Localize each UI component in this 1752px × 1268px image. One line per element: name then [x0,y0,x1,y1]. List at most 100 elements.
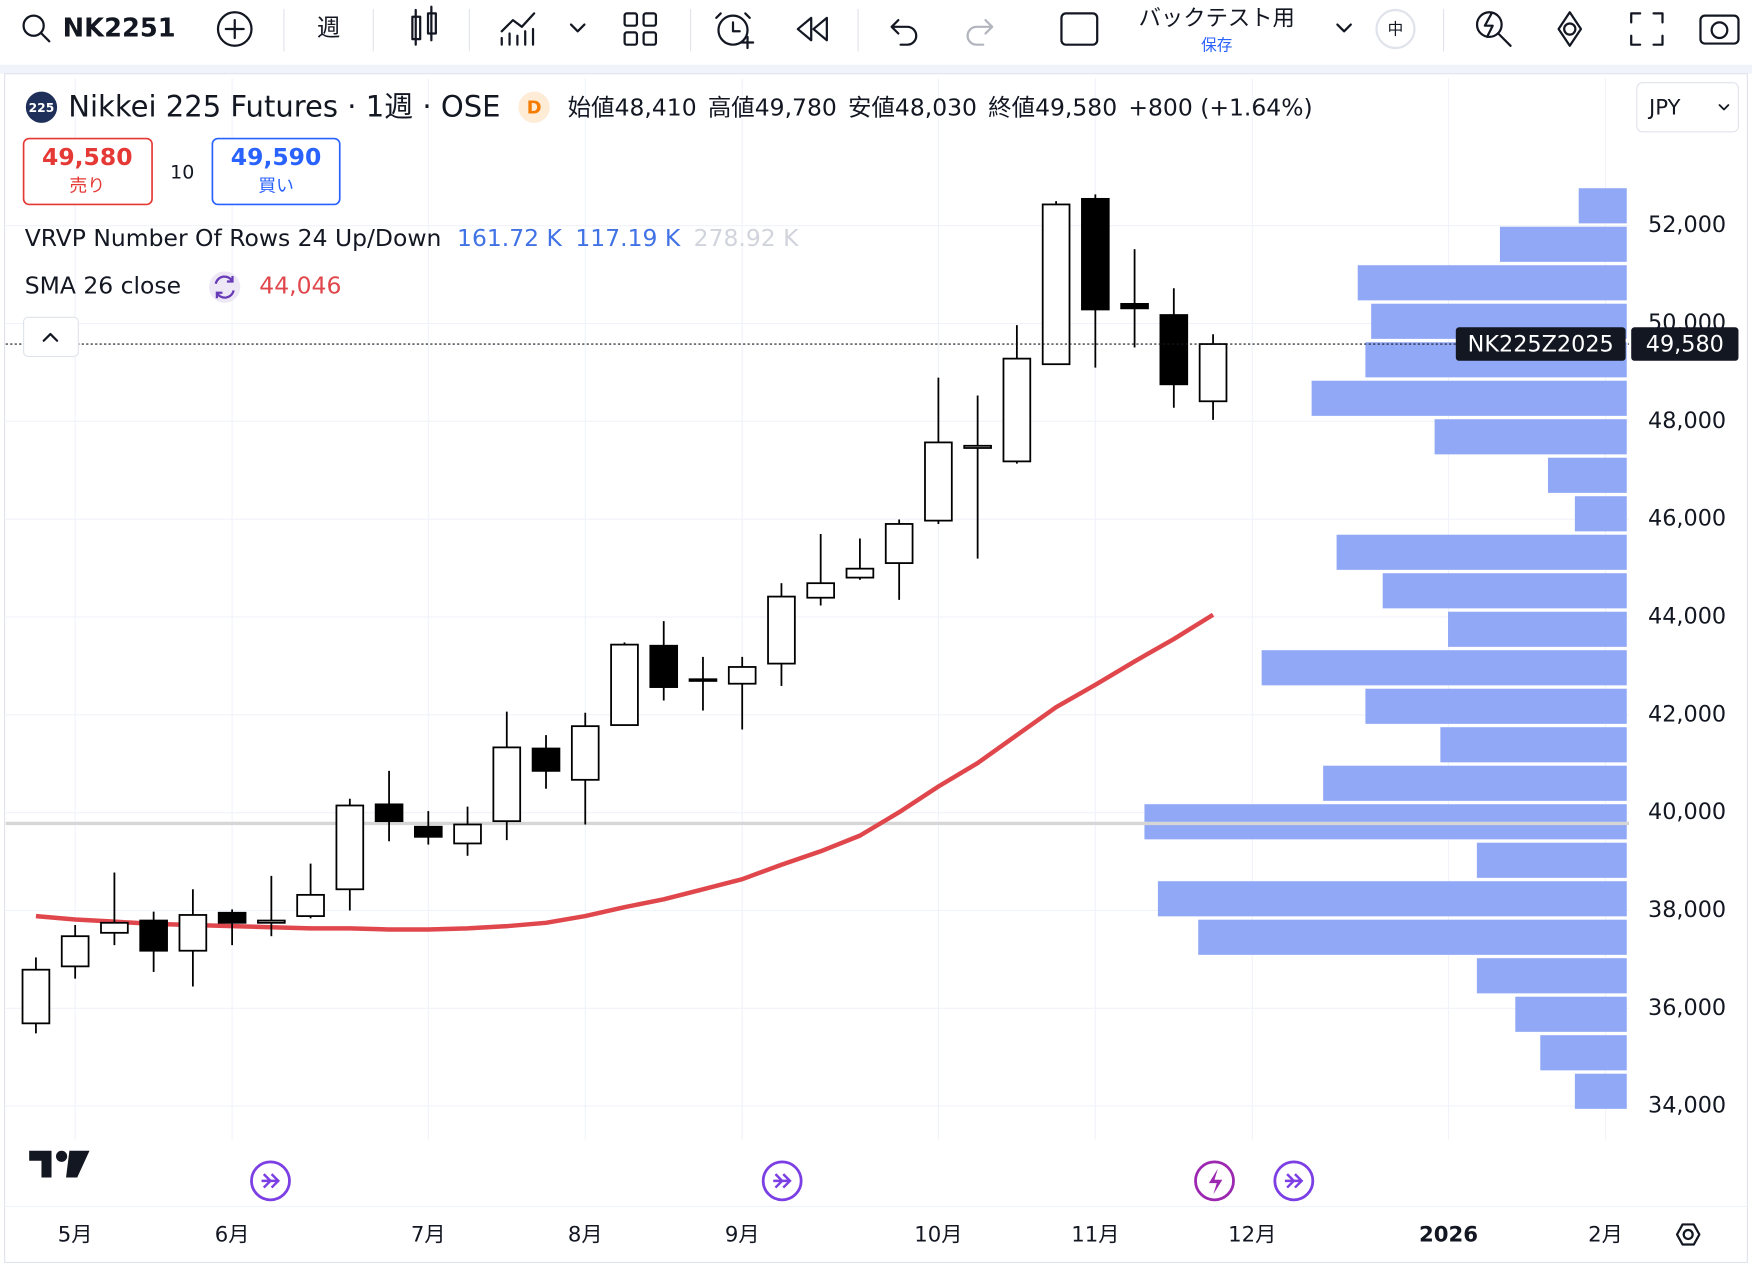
volume-profile-bar [1261,650,1627,686]
candle-body [727,666,757,685]
candle-body [335,804,365,891]
volume-profile-bar [1323,765,1627,801]
ohlc-value: 49,580 [1035,93,1117,121]
x-tick-label: 10月 [914,1223,962,1248]
candle-body [1002,357,1032,463]
candle-body [374,803,404,823]
alert-button[interactable] [715,12,755,50]
sma-sync-arrows [214,275,235,299]
ohlc-label: 始値 [568,93,615,121]
layout-icon[interactable] [1060,12,1099,46]
layout-name[interactable]: バックテスト用 [1139,5,1295,31]
candle-body [570,725,600,781]
candle-body [296,893,325,917]
event-icon[interactable] [1273,1160,1315,1202]
event-icon[interactable] [1194,1160,1235,1202]
ohlc-value: 49,780 [755,93,837,121]
sell-button[interactable] [22,137,153,206]
buy-price[interactable]: 49,590 [231,143,322,171]
redo-button[interactable] [966,18,994,46]
fullscreen-button[interactable] [1630,12,1664,46]
y-tick-label: 44,000 [1648,603,1726,629]
volume-profile-bar [1357,265,1627,301]
replay-button[interactable] [796,16,828,42]
dropdown-chevron[interactable] [1336,23,1352,33]
volume-profile-bar [1311,380,1627,416]
volume-profile-bar [1574,1073,1627,1109]
mode-button[interactable] [1375,8,1416,50]
chart-type-button[interactable] [411,5,437,46]
y-tick-label: 38,000 [1648,897,1726,923]
axis-settings-button[interactable] [1675,1223,1701,1246]
vrvp-total: 278.92 K [694,224,800,252]
x-tick-label: 9月 [725,1223,760,1248]
buy-button[interactable] [211,137,341,206]
x-tick-label: 6月 [215,1223,250,1248]
candle-body [884,523,914,564]
candle-body [60,935,90,968]
currency[interactable]: JPY [1647,95,1681,120]
ohlc-value: 48,410 [615,93,697,121]
ohlc-label: 安値 [848,93,895,121]
symbol-search[interactable]: NK2251 [22,14,176,44]
symbol-title: Nikkei 225 Futures · 1週 · OSE [68,89,500,123]
layout-status: 保存 [1201,35,1232,54]
candle-body [217,911,247,924]
indicators-button[interactable] [500,12,536,46]
y-tick-label: 40,000 [1648,799,1726,825]
collapse-legend-button[interactable] [23,316,79,357]
candle-body [257,919,286,924]
symbol-tag: NK225Z2025 [1468,332,1614,358]
spread: 10 [170,162,194,184]
volume-profile-bar [1476,842,1627,878]
candle-body [531,747,561,772]
volume-profile-bar [1540,1035,1627,1071]
undo-button[interactable] [890,18,918,46]
ohlc-label: 高値 [708,93,755,121]
y-tick-label: 48,000 [1648,408,1726,434]
dropdown-chevron[interactable] [569,23,586,33]
ohlc-label: 終値 [988,93,1035,121]
compare-button[interactable] [216,11,253,47]
sell-price[interactable]: 49,580 [42,143,133,171]
legend: 225 Nikkei 225 Futures · 1週 · OSE D 始値48… [22,82,1740,357]
collapse-chevron [42,332,59,342]
interval[interactable]: 週 [317,14,340,42]
volume-profile-bar [1434,419,1627,455]
vrvp-name: VRVP Number Of Rows 24 Up/Down [25,224,442,252]
layout-button[interactable] [623,12,658,46]
currency-button[interactable] [1636,82,1740,133]
candle-body [649,644,679,688]
x-tick-label: 2月 [1588,1223,1623,1248]
candle-body [100,921,129,934]
volume-profile-bar [1440,727,1627,763]
screenshot-button[interactable] [1699,14,1740,45]
volume-profile-bar [1198,919,1627,955]
x-tick-label: 12月 [1228,1223,1276,1248]
candle-body [453,823,482,845]
settings-button[interactable] [1557,11,1583,47]
plot [5,188,1629,1109]
candle-body [688,678,718,682]
symbol[interactable]: NK2251 [63,14,176,44]
source-badge-text: D [527,97,542,118]
sma-name: SMA 26 close [25,272,181,300]
volume-profile-bar [1448,611,1627,647]
currency-chevron [1718,104,1730,111]
y-tick-label: 34,000 [1648,1093,1726,1119]
event-icon[interactable] [761,1160,803,1202]
quick-search-button[interactable] [1475,11,1512,47]
buy-label[interactable]: 買い [258,176,294,197]
candle-body [1041,203,1071,366]
event-icon[interactable] [250,1160,291,1202]
sell-label[interactable]: 売り [69,176,105,197]
candle-body [767,595,796,665]
chart-frame [4,73,1748,1263]
last-price-tag-bg [1631,327,1739,361]
y-tick-label: 46,000 [1648,506,1726,532]
candle-body [1198,343,1228,403]
volume-profile-bar [1336,534,1627,570]
mode-label[interactable]: 中 [1388,20,1404,39]
ohlc-value: 48,030 [895,93,977,121]
y-tick-label: 52,000 [1648,212,1726,238]
